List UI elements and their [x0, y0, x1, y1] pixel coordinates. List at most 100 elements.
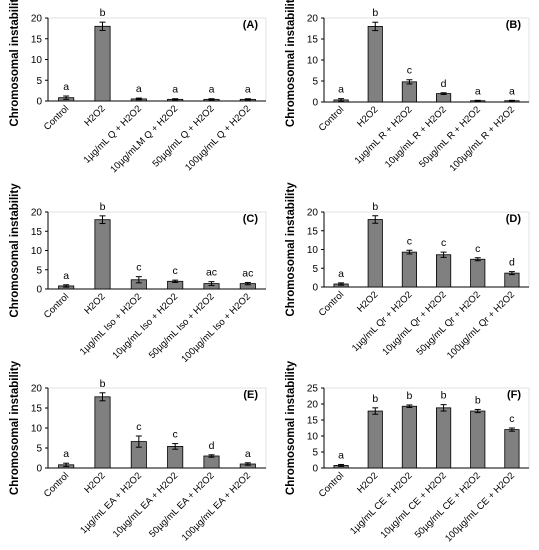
chart-panel-e: 0 5 10 15 20 Chromosomal instability (E) a Contr…	[9, 360, 267, 544]
significance-letter: b	[372, 7, 378, 19]
category-label: 1µg/mL Qr + H2O2	[350, 289, 415, 354]
significance-letter: c	[509, 413, 514, 425]
y-tick-label: 5	[36, 76, 42, 87]
category-label: H2O2	[82, 470, 107, 495]
chart-panel-b: 0 5 10 15 20 Chromosomal instability (B) a Contr…	[285, 0, 530, 174]
y-tick-label: 25	[307, 384, 319, 395]
panel-label: (A)	[243, 19, 259, 31]
significance-letter: c	[173, 265, 178, 277]
significance-letter: b	[372, 393, 378, 405]
significance-letter: a	[136, 83, 142, 95]
category-label: H2O2	[355, 289, 380, 314]
y-tick-label: 20	[307, 400, 319, 411]
bar	[504, 272, 520, 288]
y-tick-label: 5	[36, 265, 42, 276]
bar	[94, 219, 111, 290]
significance-letter: c	[173, 429, 178, 441]
significance-letter: ac	[206, 267, 217, 279]
y-tick-label: 15	[31, 34, 43, 45]
significance-letter: a	[509, 85, 515, 97]
category-label: Control	[317, 470, 346, 499]
bar	[470, 258, 486, 288]
bar	[401, 81, 417, 103]
category-label: Control	[42, 103, 71, 132]
chart-panel-a: 0 5 10 15 20 Chromosomal instability (A) a Contr…	[9, 0, 267, 175]
significance-letter: a	[245, 84, 251, 96]
panel-label: (E)	[243, 389, 258, 401]
y-tick-label: 0	[36, 285, 42, 296]
y-tick-label: 0	[312, 98, 318, 109]
chart-panel-f: 0 5 10 15 20 25 Chromosomal instability (F) a Con…	[285, 360, 530, 544]
category-label: 1µg/mL CE + H2O2	[348, 470, 414, 536]
y-tick-label: 5	[312, 448, 318, 459]
significance-letter: d	[209, 440, 215, 452]
y-axis-label: Chromosomal instability	[9, 183, 21, 318]
bar	[94, 396, 111, 469]
y-axis-label: Chromosomal instability	[285, 360, 297, 495]
y-tick-label: 15	[31, 227, 43, 238]
y-axis-label: Chromosomal instability	[9, 0, 21, 127]
y-tick-label: 15	[307, 35, 319, 46]
bar	[504, 429, 520, 469]
y-axis-label: Chromosomal instability	[285, 0, 297, 127]
category-label: 100µg/mL Q + H2O2	[183, 103, 253, 173]
significance-letter: c	[136, 262, 141, 274]
significance-letter: b	[441, 390, 447, 402]
category-label: H2O2	[355, 104, 380, 129]
y-tick-label: 10	[307, 56, 319, 67]
panel-label: (B)	[506, 19, 522, 31]
category-label: 10µg/mL R + H2O2	[383, 104, 449, 170]
significance-letter: a	[245, 448, 251, 460]
significance-letter: a	[338, 449, 344, 461]
significance-letter: b	[100, 201, 106, 213]
y-tick-label: 10	[31, 424, 43, 435]
y-tick-label: 20	[31, 384, 43, 395]
category-label: Control	[317, 289, 346, 318]
category-label: H2O2	[355, 470, 380, 495]
significance-letter: c	[407, 65, 412, 77]
category-label: 100µg/mL Iso + H2O2	[179, 291, 253, 365]
significance-letter: ac	[242, 267, 253, 279]
bar	[367, 25, 383, 103]
category-label: 50µg/mL CE + H2O2	[413, 470, 483, 540]
y-tick-label: 0	[36, 464, 42, 475]
y-tick-label: 15	[307, 226, 319, 237]
y-tick-label: 10	[31, 246, 43, 257]
significance-letter: a	[475, 85, 481, 97]
significance-letter: c	[475, 243, 480, 255]
category-label: 50µg/mL Qr + H2O2	[415, 289, 483, 357]
y-tick-label: 20	[31, 14, 43, 25]
significance-letter: a	[63, 448, 69, 460]
significance-letter: d	[509, 257, 515, 269]
bar	[203, 455, 220, 469]
category-label: 50µg/mL R + H2O2	[417, 104, 483, 170]
significance-letter: b	[100, 7, 106, 19]
category-label: 10µg/mL CE + H2O2	[378, 470, 448, 540]
significance-letter: a	[172, 84, 178, 96]
plot-frame	[323, 211, 530, 288]
y-tick-label: 10	[307, 245, 319, 256]
significance-letter: b	[406, 390, 412, 402]
significance-letter: a	[338, 84, 344, 96]
y-tick-label: 10	[31, 55, 43, 66]
category-label: H2O2	[82, 291, 107, 316]
category-label: Control	[42, 470, 71, 499]
category-label: Control	[42, 291, 71, 320]
significance-letter: c	[136, 421, 141, 433]
plot-frame	[47, 387, 267, 469]
category-label: 50µg/mL EA + H2O2	[147, 470, 216, 539]
category-label: 50µg/mL Q + H2O2	[151, 103, 217, 169]
plot-frame	[323, 17, 530, 103]
category-label: 1µg/mL Iso + H2O2	[78, 291, 144, 357]
plot-frame	[47, 211, 267, 290]
category-label: 10µg/mL Qr + H2O2	[380, 289, 448, 357]
category-label: 10µg/mLM Q + H2O2	[108, 103, 180, 175]
category-label: 100µg/mL Qr + H2O2	[445, 289, 517, 361]
y-axis-label: Chromosomal instability	[285, 182, 297, 317]
significance-letter: b	[475, 394, 481, 406]
category-label: 50µg/mL Iso + H2O2	[147, 291, 217, 361]
y-tick-label: 15	[31, 404, 43, 415]
y-tick-label: 15	[307, 416, 319, 427]
chart-panel-c: 0 5 10 15 20 Chromosomal instability (C) a Contr…	[9, 183, 267, 365]
